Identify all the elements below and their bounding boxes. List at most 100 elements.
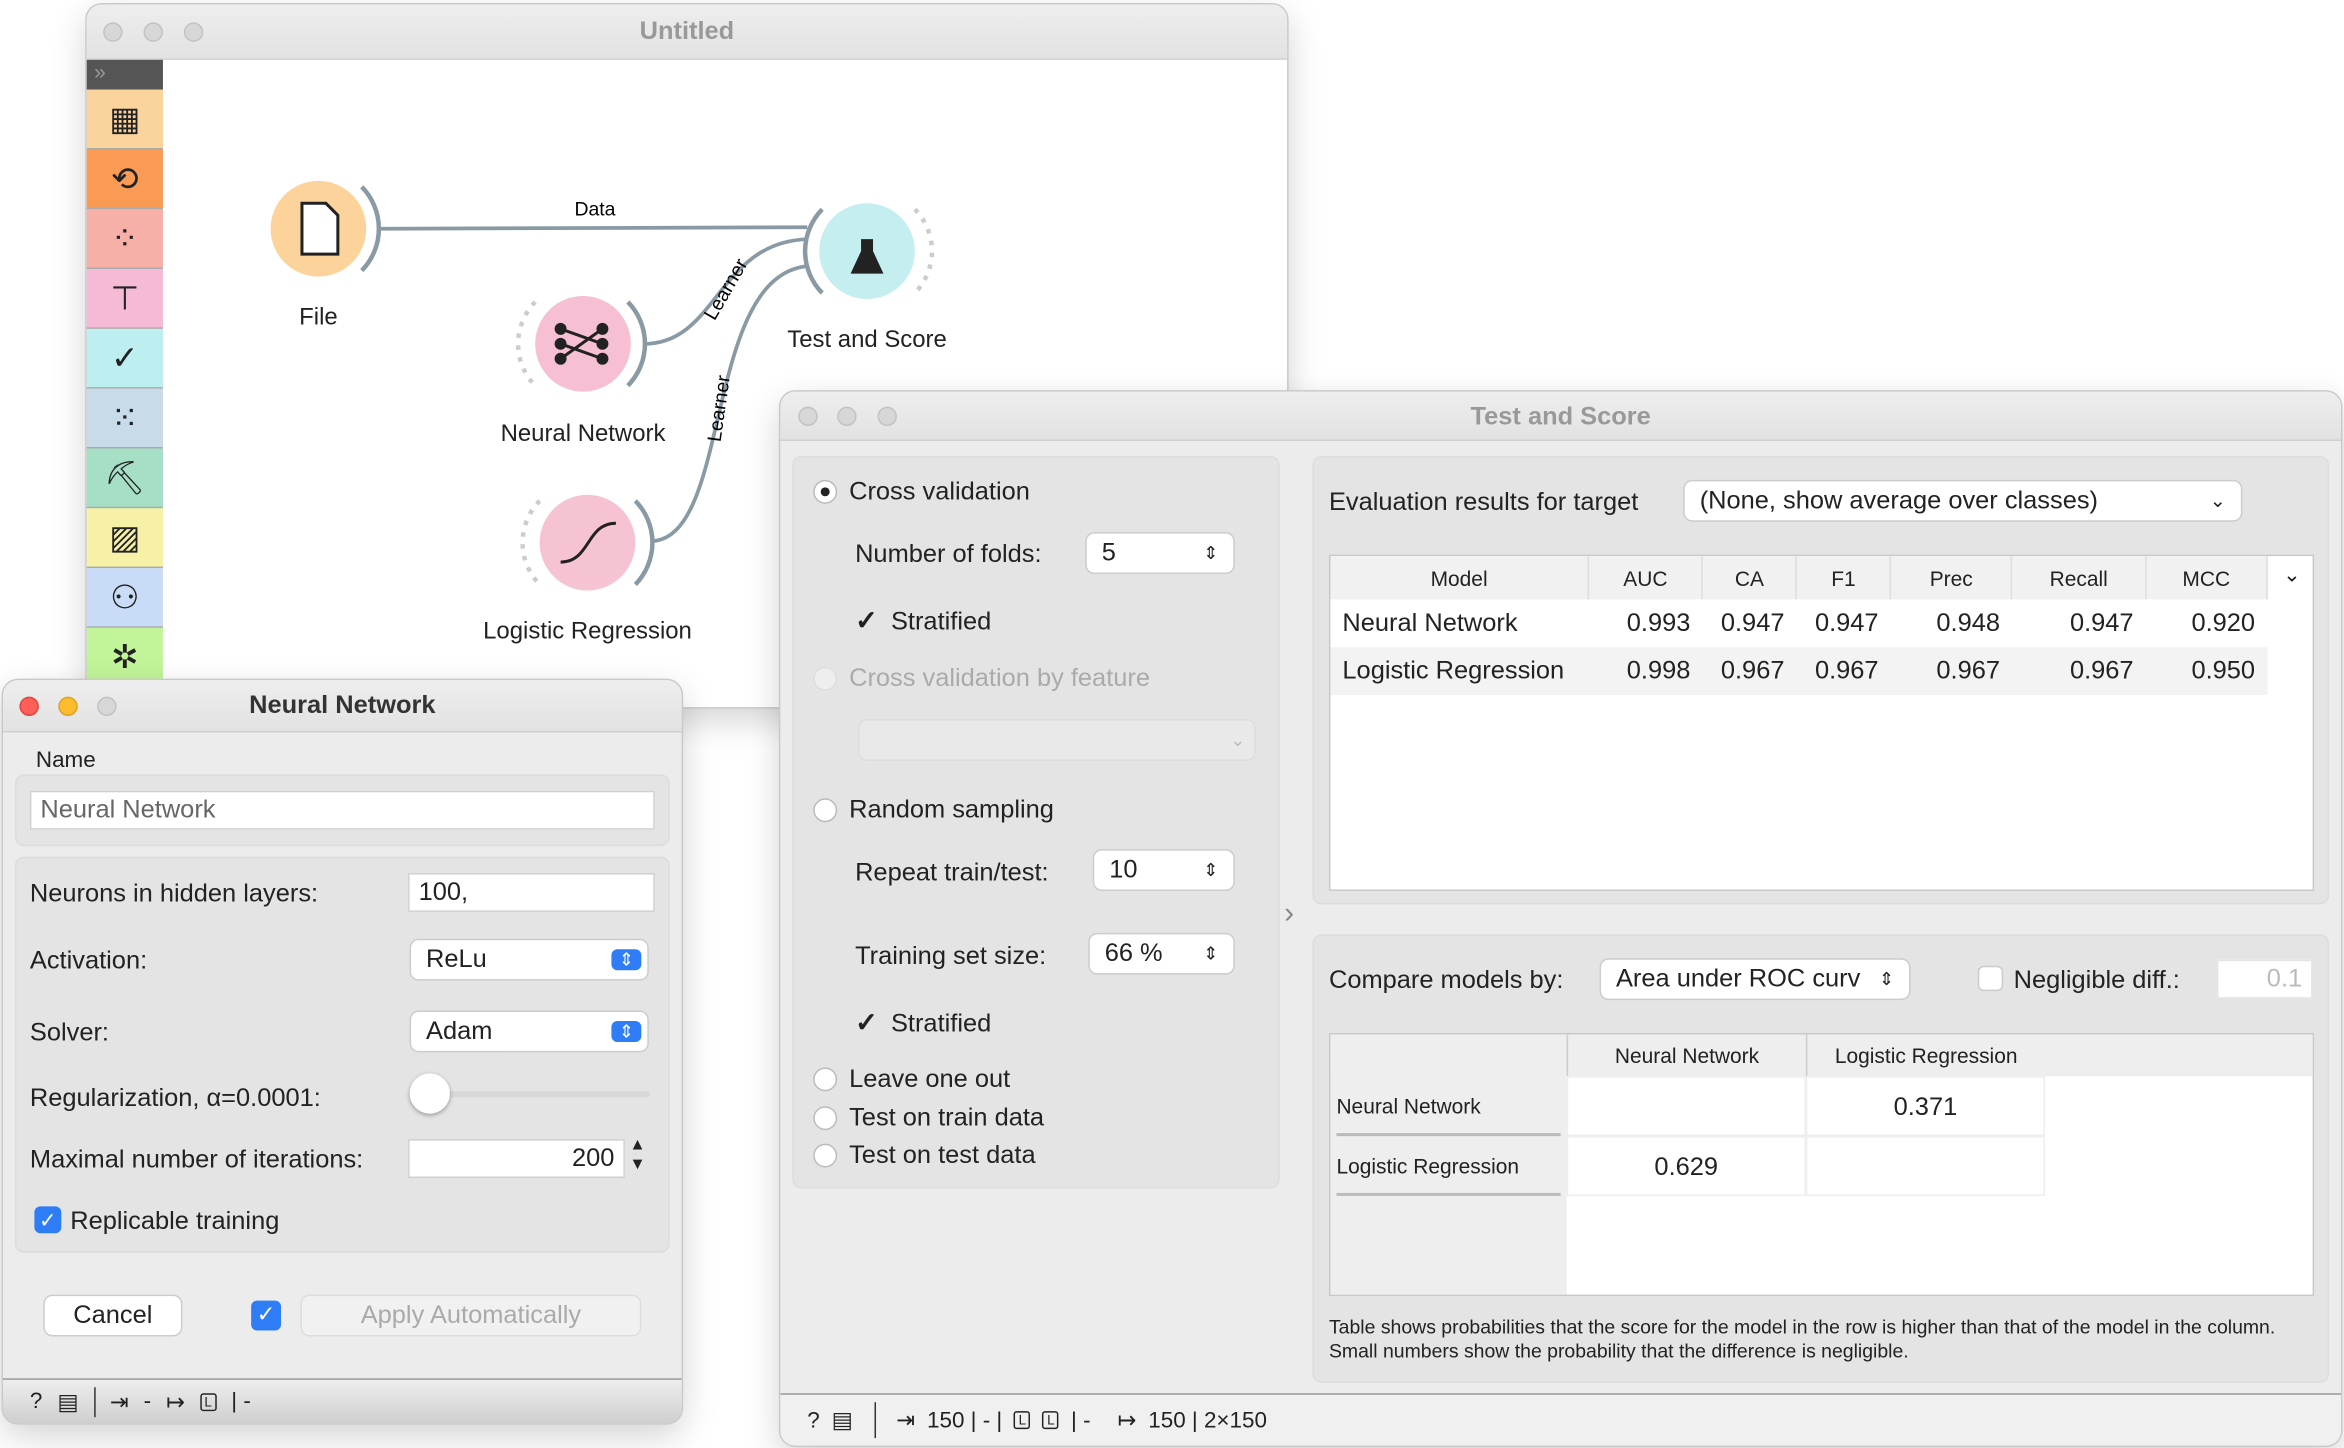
stratified-2-label: Stratified — [890, 1009, 992, 1038]
learner-icon: L — [1042, 1411, 1060, 1430]
logistic-regression-node-label[interactable]: Logistic Regression — [483, 618, 692, 645]
toolbox-collapse[interactable]: » — [86, 59, 163, 90]
table-cell: 0.967 — [1814, 656, 1879, 685]
neurons-input[interactable]: 100, — [408, 873, 655, 912]
column-header[interactable]: AUC — [1588, 556, 1704, 600]
results-table-container: Model AUC CA F1 Prec Recall MCC Neural Network… — [1328, 554, 2315, 891]
table-row[interactable]: Logistic Regression 0.998 0.967 0.967 0.967 0… — [1330, 647, 2268, 696]
help-icon[interactable]: ? — [29, 1388, 43, 1415]
status-bar: ? ▤ ⇥ - ↦ L | - — [2, 1378, 682, 1424]
stratified-1-checkbox[interactable]: ✓ — [855, 605, 878, 636]
activation-label: Activation: — [29, 946, 148, 975]
output-summary: | - — [231, 1388, 251, 1415]
activation-select[interactable]: ReLu ⇕ — [411, 940, 648, 980]
report-icon[interactable]: ▤ — [831, 1408, 853, 1434]
regularization-slider-handle[interactable] — [409, 1073, 450, 1114]
data-table-icon: ▦ — [109, 99, 141, 137]
negligible-input[interactable]: 0.1 — [2216, 959, 2313, 999]
neural-network-node-label[interactable]: Neural Network — [500, 421, 666, 447]
zoom-button[interactable] — [877, 406, 897, 427]
columns-menu-icon[interactable]: ⌄ — [2283, 562, 2301, 587]
column-header[interactable]: F1 — [1796, 556, 1892, 600]
text-mining-icon: ⛏ — [103, 458, 146, 496]
iterations-stepper[interactable]: ▲ ▼ — [629, 1136, 646, 1174]
cv-feature-radio[interactable] — [813, 666, 838, 691]
close-button[interactable] — [19, 696, 39, 717]
table-cell: 0.967 — [2069, 656, 2134, 685]
select-arrows-icon: ⇕ — [611, 1021, 642, 1042]
file-node-label[interactable]: File — [299, 304, 338, 331]
repeat-label: Repeat train/test: — [855, 858, 1049, 887]
select-arrows-icon: ⇕ — [1203, 542, 1219, 564]
minimize-button[interactable] — [58, 696, 78, 717]
cv-radio[interactable] — [813, 479, 838, 504]
column-header[interactable]: Prec — [1890, 556, 2013, 600]
toolbox-category-text-mining-icon[interactable]: ⛏ — [86, 448, 163, 509]
column-header[interactable]: Model — [1330, 556, 1590, 600]
toolbox-category-unsupervised-icon[interactable]: ⁙ — [86, 388, 163, 449]
input-summary: - — [143, 1388, 152, 1415]
name-label: Name — [35, 747, 96, 773]
name-input[interactable]: Neural Network — [29, 790, 655, 830]
cv-feature-label: Cross validation by feature — [849, 663, 1150, 693]
random-label: Random sampling — [849, 795, 1054, 824]
train-data-radio[interactable] — [813, 1106, 838, 1131]
compare-cell: 0.371 — [1805, 1076, 2046, 1137]
cv-label: Cross validation — [849, 476, 1030, 506]
output-icon: ↦ — [166, 1389, 185, 1415]
zoom-button[interactable] — [183, 22, 204, 42]
toolbox-category-image-analytics-icon[interactable]: ▨ — [86, 508, 163, 569]
replicable-label: Replicable training — [70, 1206, 280, 1235]
target-select[interactable]: (None, show average over classes) ⌄ — [1684, 481, 2241, 521]
negligible-checkbox[interactable] — [1977, 965, 2004, 992]
zoom-button[interactable] — [97, 696, 117, 717]
image-analytics-icon: ▨ — [109, 517, 141, 556]
column-header[interactable]: CA — [1702, 556, 1798, 600]
iterations-input[interactable]: 200 — [408, 1139, 625, 1178]
compare-row-header: Logistic Regression — [1336, 1136, 1561, 1196]
close-button[interactable] — [103, 22, 123, 42]
transform-icon: ⟲ — [111, 159, 139, 197]
solver-select[interactable]: Adam ⇕ — [411, 1012, 648, 1051]
results-table: Model AUC CA F1 Prec Recall MCC Neural Network… — [1330, 556, 2268, 696]
toolbox-category-transform-icon[interactable]: ⟲ — [86, 149, 163, 210]
compare-label: Compare models by: — [1328, 965, 1564, 995]
loo-radio[interactable] — [813, 1067, 838, 1092]
link-label-data: Data — [574, 198, 615, 220]
feature-select[interactable]: ⌄ — [859, 720, 1255, 760]
table-cell: 0.947 — [1814, 608, 1879, 637]
folds-label: Number of folds: — [855, 539, 1042, 569]
regularization-slider-track[interactable] — [411, 1091, 651, 1098]
neurons-label: Neurons in hidden layers: — [29, 879, 319, 908]
close-button[interactable] — [798, 406, 818, 427]
toolbox-category-model-icon[interactable]: ⊤ — [86, 269, 163, 329]
test-data-radio[interactable] — [813, 1143, 838, 1168]
help-icon[interactable]: ? — [807, 1407, 820, 1433]
toolbox-category-data-table-icon[interactable]: ▦ — [86, 89, 163, 150]
collapse-arrow-icon[interactable]: › — [1284, 896, 1295, 930]
random-radio[interactable] — [813, 798, 838, 823]
toolbox-category-evaluate-icon[interactable]: ✓ — [86, 328, 163, 389]
report-icon[interactable]: ▤ — [57, 1389, 79, 1415]
toolbox-category-visualize-icon[interactable]: ⁘ — [86, 209, 163, 270]
test-score-node-label[interactable]: Test and Score — [787, 327, 947, 353]
minimize-button[interactable] — [143, 22, 163, 42]
column-header[interactable]: Recall — [2011, 556, 2147, 600]
stratified-2-checkbox[interactable]: ✓ — [855, 1007, 878, 1038]
folds-select[interactable]: 5 ⇕ — [1086, 533, 1234, 573]
train-size-select[interactable]: 66 % ⇕ — [1089, 934, 1234, 974]
apply-button[interactable]: Apply Automatically — [301, 1296, 640, 1335]
toolbox-category-network-icon[interactable]: ✲ — [86, 627, 163, 688]
repeat-select[interactable]: 10 ⇕ — [1094, 850, 1234, 890]
cancel-button[interactable]: Cancel — [44, 1296, 181, 1335]
compare-column-header: Logistic Regression — [1805, 1034, 2045, 1077]
replicable-checkbox[interactable]: ✓ — [34, 1206, 62, 1234]
sampling-panel — [792, 455, 1280, 1189]
column-header[interactable]: MCC — [2145, 556, 2268, 600]
toolbox-category-venn-icon[interactable]: ⚇ — [86, 568, 163, 628]
minimize-button[interactable] — [837, 406, 857, 427]
auto-apply-checkbox[interactable]: ✓ — [251, 1300, 282, 1331]
compare-select[interactable]: Area under ROC curv ⇕ — [1601, 959, 1909, 999]
table-row[interactable]: Neural Network 0.993 0.947 0.947 0.948 0.947 0… — [1330, 599, 2268, 648]
